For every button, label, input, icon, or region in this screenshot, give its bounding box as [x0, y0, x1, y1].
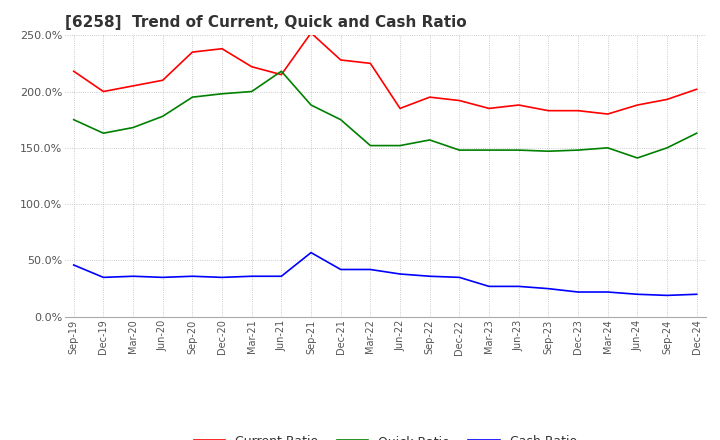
Quick Ratio [336, 117, 345, 122]
Current Ratio [248, 64, 256, 70]
Cash Ratio [514, 284, 523, 289]
Cash Ratio [188, 274, 197, 279]
Quick Ratio [277, 69, 286, 74]
Current Ratio [217, 46, 226, 51]
Current Ratio [544, 108, 553, 114]
Line: Quick Ratio: Quick Ratio [73, 71, 697, 158]
Current Ratio [69, 69, 78, 74]
Current Ratio [366, 61, 374, 66]
Quick Ratio [129, 125, 138, 130]
Current Ratio [693, 87, 701, 92]
Quick Ratio [248, 89, 256, 94]
Quick Ratio [544, 149, 553, 154]
Text: [6258]  Trend of Current, Quick and Cash Ratio: [6258] Trend of Current, Quick and Cash … [65, 15, 467, 30]
Quick Ratio [217, 91, 226, 96]
Line: Current Ratio: Current Ratio [73, 33, 697, 114]
Current Ratio [426, 95, 434, 100]
Current Ratio [188, 49, 197, 55]
Current Ratio [307, 30, 315, 36]
Current Ratio [129, 83, 138, 88]
Current Ratio [514, 103, 523, 108]
Cash Ratio [426, 274, 434, 279]
Quick Ratio [307, 103, 315, 108]
Cash Ratio [307, 250, 315, 255]
Quick Ratio [426, 137, 434, 143]
Legend: Current Ratio, Quick Ratio, Cash Ratio: Current Ratio, Quick Ratio, Cash Ratio [189, 430, 582, 440]
Cash Ratio [217, 275, 226, 280]
Cash Ratio [248, 274, 256, 279]
Quick Ratio [633, 155, 642, 161]
Current Ratio [99, 89, 108, 94]
Current Ratio [574, 108, 582, 114]
Quick Ratio [514, 147, 523, 153]
Quick Ratio [396, 143, 405, 148]
Quick Ratio [693, 131, 701, 136]
Current Ratio [336, 57, 345, 62]
Current Ratio [396, 106, 405, 111]
Cash Ratio [69, 262, 78, 268]
Cash Ratio [336, 267, 345, 272]
Quick Ratio [366, 143, 374, 148]
Quick Ratio [455, 147, 464, 153]
Quick Ratio [485, 147, 493, 153]
Cash Ratio [277, 274, 286, 279]
Quick Ratio [188, 95, 197, 100]
Current Ratio [485, 106, 493, 111]
Current Ratio [662, 97, 671, 102]
Current Ratio [455, 98, 464, 103]
Current Ratio [158, 77, 167, 83]
Cash Ratio [396, 271, 405, 277]
Quick Ratio [69, 117, 78, 122]
Quick Ratio [662, 145, 671, 150]
Quick Ratio [574, 147, 582, 153]
Current Ratio [633, 103, 642, 108]
Cash Ratio [662, 293, 671, 298]
Cash Ratio [158, 275, 167, 280]
Cash Ratio [603, 290, 612, 295]
Cash Ratio [455, 275, 464, 280]
Current Ratio [277, 72, 286, 77]
Cash Ratio [129, 274, 138, 279]
Cash Ratio [99, 275, 108, 280]
Cash Ratio [633, 292, 642, 297]
Quick Ratio [99, 131, 108, 136]
Line: Cash Ratio: Cash Ratio [73, 253, 697, 295]
Quick Ratio [158, 114, 167, 119]
Cash Ratio [544, 286, 553, 291]
Cash Ratio [485, 284, 493, 289]
Cash Ratio [574, 290, 582, 295]
Cash Ratio [693, 292, 701, 297]
Current Ratio [603, 111, 612, 117]
Quick Ratio [603, 145, 612, 150]
Cash Ratio [366, 267, 374, 272]
